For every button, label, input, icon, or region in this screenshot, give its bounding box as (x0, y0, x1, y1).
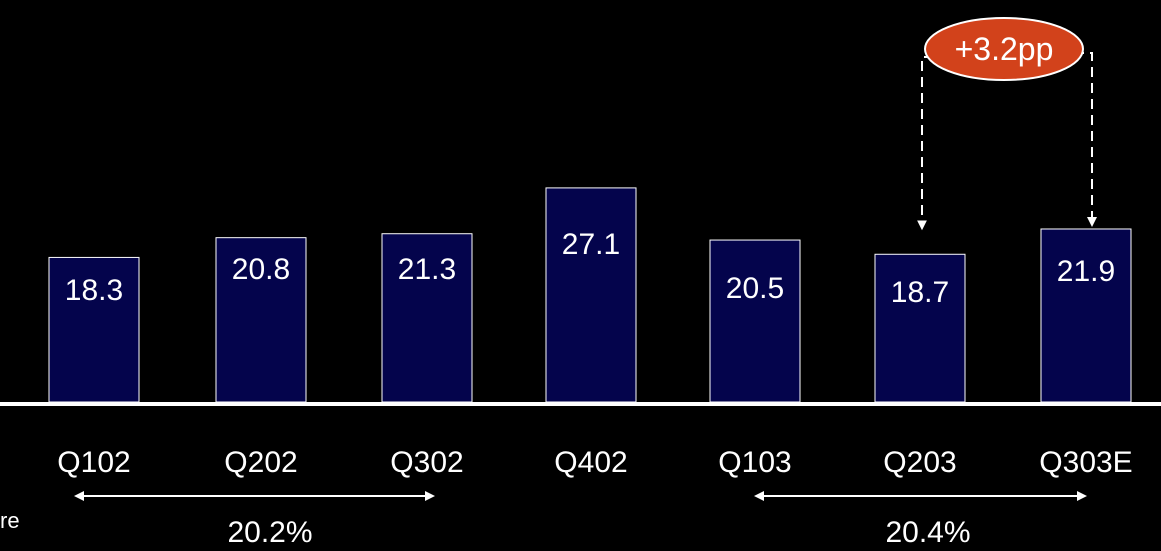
bar-q402 (545, 187, 637, 403)
bar-value-label: 27.1 (562, 228, 620, 261)
range-label: 20.4% (885, 516, 970, 549)
bar-value-label: 21.3 (398, 253, 456, 286)
bar-q102 (48, 256, 140, 403)
bar-value-label: 18.7 (891, 276, 949, 309)
callout-label: +3.2pp (955, 31, 1054, 67)
bar-q103 (709, 239, 801, 403)
truncated-left-text: re (0, 508, 20, 533)
bar-value-label: 21.9 (1057, 255, 1115, 288)
bar-q303e (1040, 228, 1132, 403)
bar-q302 (381, 233, 473, 403)
x-tick-label: Q102 (57, 446, 130, 479)
bar-q202 (215, 237, 307, 403)
x-tick-label: Q103 (718, 446, 791, 479)
x-tick-label: Q303E (1039, 446, 1132, 479)
bar-value-label: 20.5 (726, 272, 784, 305)
bar-value-label: 20.8 (232, 253, 290, 286)
callout-connector (1074, 52, 1097, 227)
x-tick-label: Q402 (554, 446, 627, 479)
x-tick-label: Q302 (390, 446, 463, 479)
x-tick-label: Q202 (224, 446, 297, 479)
bar-q203 (874, 253, 966, 403)
callout-bubble (924, 17, 1084, 81)
bar-value-label: 18.3 (65, 274, 123, 307)
callout-connector (917, 56, 934, 231)
range-label: 20.2% (227, 516, 312, 549)
x-tick-label: Q203 (883, 446, 956, 479)
